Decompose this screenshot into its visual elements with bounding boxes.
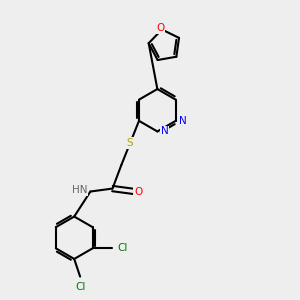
Text: N: N bbox=[161, 126, 169, 136]
Text: Cl: Cl bbox=[118, 243, 128, 253]
Text: O: O bbox=[134, 187, 142, 196]
Text: N: N bbox=[179, 116, 187, 126]
Text: O: O bbox=[156, 23, 165, 33]
Text: HN: HN bbox=[72, 185, 88, 195]
Text: S: S bbox=[127, 138, 134, 148]
Text: Cl: Cl bbox=[75, 283, 85, 292]
